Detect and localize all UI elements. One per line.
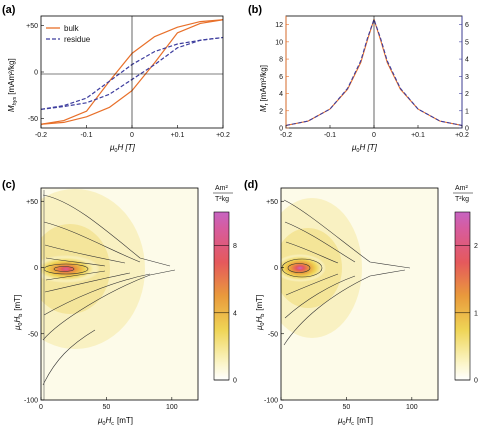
panel-d-colorbar-tick-label: 0	[474, 378, 478, 385]
panel-a-y-axis-label: Mhys[mAm²/kg]	[7, 58, 18, 112]
panel-a-xtick-label: +0.2	[216, 132, 230, 139]
panel-b-left-ytick-label: 10	[275, 39, 283, 46]
panel-a-ytick-label: 0	[34, 70, 38, 77]
panel-a-xtick-label: 0	[130, 132, 134, 139]
panel-d-colorbar-unit-top: Am²	[455, 185, 469, 192]
panel-c-ytick-label: -50	[28, 331, 38, 338]
panel-c-xtick-label: 100	[166, 404, 178, 411]
panel-c-colorbar-unit-top: Am²	[215, 185, 229, 192]
panel-b-y-axis-label: Mr[mAm²/kg]	[259, 65, 270, 112]
panel-b-right-ytick-label: 4	[465, 57, 469, 64]
panel-a-ticks: -0.2 -0.1 0 +0.1 +0.2 -50 0 +50	[26, 23, 230, 139]
panel-c-peak	[41, 255, 100, 283]
panel-c-colorbar: Am² T²kg 0 4 8	[213, 185, 237, 385]
panel-b-left-ytick-label: 12	[275, 22, 283, 29]
panel-a: (a) -0.2 -0.1 0 +0.1 +0.2 -50 0 +50 bulk residu…	[2, 4, 230, 154]
panel-d-xtick-label: 0	[279, 404, 283, 411]
panel-b-left-ytick-label: 6	[279, 74, 283, 81]
panel-b-left-ytick-label: 0	[279, 126, 283, 133]
series-residue	[285, 18, 463, 126]
panel-d-x-axis-label: μ0Hc [mT]	[337, 416, 373, 427]
panel-d-colorbar-tick-label: 1	[474, 310, 478, 317]
panel-a-x-axis-label: μ0H [T]	[109, 143, 136, 154]
panel-b-right-ytick-label: 6	[465, 22, 469, 29]
panel-d-xtick-label: 100	[406, 404, 418, 411]
panel-c-colorbar-tick-label: 8	[233, 243, 237, 250]
panel-b-right-ytick-label: 3	[465, 74, 469, 81]
panel-d-contours	[281, 199, 411, 346]
panel-c-colorbar-tick-label: 4	[233, 310, 237, 317]
panel-d-colorbar-ticks: 0 1 2	[455, 243, 478, 385]
panel-d-colorbar-unit-bottom: T²kg	[455, 196, 469, 203]
panel-a-legend: bulk residue	[46, 24, 91, 44]
panel-c-ytick-label: 0	[34, 265, 38, 272]
panel-d-label: (d)	[244, 179, 258, 191]
panel-a-label: (a)	[2, 4, 16, 16]
panel-b-label: (b)	[248, 4, 262, 16]
panel-b-left-ytick-label: 8	[279, 57, 283, 64]
panel-c-ytick-label: -100	[24, 398, 38, 405]
panel-c: (c) 0 50 100-100-500+50 μ0Hc [mT] μ0Hb[mT] …	[2, 179, 237, 427]
panel-c-y-axis-label: μ0Hb[mT]	[13, 295, 24, 331]
panel-d: (d) 0 50 100-100-500+50 μ0Hc [mT] μ0Hb[mT] …	[244, 179, 478, 427]
panel-d-frame	[280, 187, 439, 401]
panel-a-ytick-label: +50	[26, 23, 38, 30]
panel-c-frame	[40, 187, 199, 401]
panel-d-ytick-label: 0	[274, 265, 278, 272]
panel-b-xtick-label: +0.2	[455, 132, 469, 139]
panel-a-ytick-label: -50	[28, 116, 38, 123]
panel-c-x-axis-label: μ0Hc [mT]	[97, 416, 133, 427]
panel-b-right-ytick-label: 5	[465, 39, 469, 46]
legend-residue-label: residue	[64, 35, 91, 44]
panel-c-colorbar-ticks: 0 4 8	[214, 243, 237, 385]
panel-d-heatmap	[281, 188, 438, 400]
panel-b-left-ytick-label: 2	[279, 108, 283, 115]
panel-a-xtick-label: -0.1	[80, 132, 92, 139]
panel-b-x-axis-label: μ0H [T]	[351, 143, 378, 154]
panel-d-xtick-label: 50	[343, 404, 351, 411]
panel-c-contours	[42, 194, 176, 386]
panel-c-xtick-label: 0	[39, 404, 43, 411]
panel-c-ticks: 0 50 100 -100 -50 0 +50	[24, 199, 178, 411]
panel-b-xtick-label: 0	[372, 132, 376, 139]
panel-c-xtick-label: 50	[103, 404, 111, 411]
panel-d-y-axis-label: μ0Hb[mT]	[255, 295, 266, 331]
panel-b-right-ytick-label: 1	[465, 108, 469, 115]
panel-d-ytick-label: +50	[266, 199, 278, 206]
panel-b-left-ytick-label: 4	[279, 91, 283, 98]
panel-d-ticks: 0 50 100 -100 -50 0 +50	[264, 199, 418, 411]
panel-b-xtick-label: -0.1	[324, 132, 336, 139]
panel-b-xtick-label: -0.2	[280, 132, 292, 139]
panel-b-xtick-label: +0.1	[411, 132, 425, 139]
panel-c-label: (c)	[2, 179, 16, 191]
panel-d-ytick-label: -100	[264, 398, 278, 405]
panel-c-colorbar-unit-bottom: T²kg	[215, 196, 229, 203]
panel-c-colorbar-tick-label: 0	[233, 378, 237, 385]
panel-b-right-ytick-label: 2	[465, 91, 469, 98]
panel-c-heatmap	[41, 188, 198, 400]
panel-d-colorbar-gradient	[454, 211, 471, 381]
panel-a-xtick-label: +0.1	[171, 132, 185, 139]
panel-d-colorbar-tick-label: 2	[474, 243, 478, 250]
panel-d-colorbar: Am² T²kg 0 1 2	[453, 185, 478, 385]
legend-bulk-label: bulk	[64, 24, 80, 33]
panel-c-ytick-label: +50	[26, 199, 38, 206]
panel-d-ytick-label: -50	[268, 331, 278, 338]
panel-a-xtick-label: -0.2	[35, 132, 47, 139]
panel-b-right-ytick-label: 0	[465, 126, 469, 133]
panel-c-colorbar-gradient	[213, 211, 230, 381]
